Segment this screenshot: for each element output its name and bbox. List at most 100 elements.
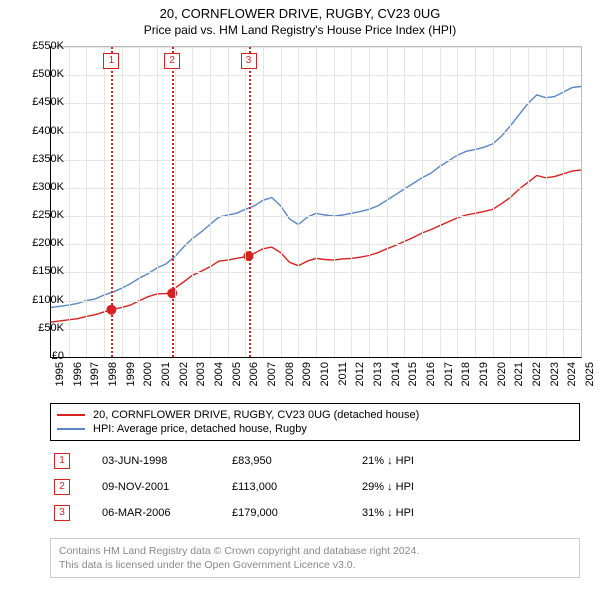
footer-line-2: This data is licensed under the Open Gov… — [59, 558, 571, 572]
x-axis-label: 2013 — [372, 362, 384, 392]
event-delta: 21% ↓ HPI — [362, 455, 492, 467]
gridline-v — [493, 47, 494, 357]
x-axis-label: 2021 — [513, 362, 525, 392]
legend-box: 20, CORNFLOWER DRIVE, RUGBY, CV23 0UG (d… — [50, 403, 580, 441]
event-row-box: 3 — [54, 505, 70, 521]
x-axis-label: 2019 — [478, 362, 490, 392]
event-marker-box: 3 — [241, 53, 257, 69]
x-axis-label: 2007 — [266, 362, 278, 392]
y-axis-label: £50K — [16, 322, 64, 334]
gridline-v — [510, 47, 511, 357]
legend-swatch — [57, 414, 85, 416]
event-row: 2 09-NOV-2001£113,00029% ↓ HPI — [50, 474, 580, 500]
y-axis-label: £0 — [16, 350, 64, 362]
x-axis-label: 2014 — [390, 362, 402, 392]
legend-swatch — [57, 428, 85, 430]
x-axis-label: 2015 — [407, 362, 419, 392]
y-axis-label: £250K — [16, 209, 64, 221]
gridline-v — [245, 47, 246, 357]
x-axis-label: 2005 — [231, 362, 243, 392]
gridline-v — [316, 47, 317, 357]
x-axis-label: 1997 — [89, 362, 101, 392]
gridline-v — [263, 47, 264, 357]
x-axis-label: 2017 — [443, 362, 455, 392]
x-axis-label: 2008 — [284, 362, 296, 392]
event-date: 06-MAR-2006 — [102, 507, 232, 519]
gridline-v — [457, 47, 458, 357]
legend-item: HPI: Average price, detached house, Rugb… — [57, 422, 573, 436]
event-date: 03-JUN-1998 — [102, 455, 232, 467]
footer-box: Contains HM Land Registry data © Crown c… — [50, 538, 580, 578]
x-axis-label: 2003 — [195, 362, 207, 392]
event-price: £179,000 — [232, 507, 362, 519]
gridline-v — [139, 47, 140, 357]
gridline-v — [298, 47, 299, 357]
x-axis-label: 2012 — [354, 362, 366, 392]
gridline-v — [404, 47, 405, 357]
gridline-v — [157, 47, 158, 357]
event-row: 3 06-MAR-2006£179,00031% ↓ HPI — [50, 500, 580, 526]
footer-line-1: Contains HM Land Registry data © Crown c… — [59, 544, 571, 558]
events-table: 1 03-JUN-1998£83,95021% ↓ HPI 2 09-NOV-2001… — [50, 448, 580, 526]
gridline-v — [351, 47, 352, 357]
y-axis-label: £550K — [16, 40, 64, 52]
event-marker-line — [111, 47, 113, 357]
gridline-v — [281, 47, 282, 357]
event-row-box: 1 — [54, 453, 70, 469]
gridline-v — [334, 47, 335, 357]
gridline-v — [104, 47, 105, 357]
x-axis-label: 2018 — [460, 362, 472, 392]
x-axis-label: 2025 — [584, 362, 596, 392]
x-axis-label: 2020 — [496, 362, 508, 392]
x-axis-label: 2002 — [178, 362, 190, 392]
gridline-v — [228, 47, 229, 357]
x-axis-label: 2022 — [531, 362, 543, 392]
gridline-v — [369, 47, 370, 357]
event-price: £113,000 — [232, 481, 362, 493]
x-axis-label: 1998 — [107, 362, 119, 392]
legend-item: 20, CORNFLOWER DRIVE, RUGBY, CV23 0UG (d… — [57, 408, 573, 422]
gridline-v — [86, 47, 87, 357]
plot-area: 123 — [50, 46, 582, 358]
event-row-box: 2 — [54, 479, 70, 495]
gridline-v — [563, 47, 564, 357]
chart-container: 20, CORNFLOWER DRIVE, RUGBY, CV23 0UG Pr… — [0, 0, 600, 590]
gridline-v — [122, 47, 123, 357]
event-price: £83,950 — [232, 455, 362, 467]
legend-label: 20, CORNFLOWER DRIVE, RUGBY, CV23 0UG (d… — [93, 409, 419, 421]
event-delta: 29% ↓ HPI — [362, 481, 492, 493]
event-row: 1 03-JUN-1998£83,95021% ↓ HPI — [50, 448, 580, 474]
gridline-v — [440, 47, 441, 357]
x-axis-label: 1999 — [125, 362, 137, 392]
x-axis-label: 2010 — [319, 362, 331, 392]
gridline-v — [475, 47, 476, 357]
x-axis-label: 1996 — [72, 362, 84, 392]
x-axis-label: 1995 — [54, 362, 66, 392]
event-date: 09-NOV-2001 — [102, 481, 232, 493]
y-axis-label: £450K — [16, 96, 64, 108]
x-axis-label: 2000 — [142, 362, 154, 392]
y-axis-label: £100K — [16, 294, 64, 306]
y-axis-label: £500K — [16, 68, 64, 80]
x-axis-label: 2004 — [213, 362, 225, 392]
legend-label: HPI: Average price, detached house, Rugb… — [93, 423, 307, 435]
event-delta: 31% ↓ HPI — [362, 507, 492, 519]
chart-subtitle: Price paid vs. HM Land Registry's House … — [0, 21, 600, 37]
x-axis-label: 2023 — [549, 362, 561, 392]
y-axis-label: £200K — [16, 237, 64, 249]
y-axis-label: £150K — [16, 265, 64, 277]
event-marker-box: 2 — [164, 53, 180, 69]
gridline-v — [192, 47, 193, 357]
x-axis-label: 2016 — [425, 362, 437, 392]
gridline-v — [210, 47, 211, 357]
gridline-v — [175, 47, 176, 357]
x-axis-label: 2006 — [248, 362, 260, 392]
y-axis-label: £350K — [16, 153, 64, 165]
y-axis-label: £400K — [16, 125, 64, 137]
x-axis-label: 2009 — [301, 362, 313, 392]
event-marker-line — [172, 47, 174, 357]
gridline-v — [387, 47, 388, 357]
gridline-v — [546, 47, 547, 357]
gridline-v — [422, 47, 423, 357]
x-axis-label: 2024 — [566, 362, 578, 392]
